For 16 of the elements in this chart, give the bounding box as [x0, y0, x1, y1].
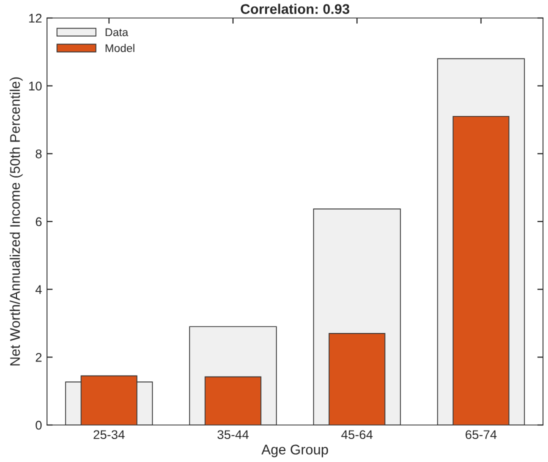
y-tick-label: 8: [36, 149, 42, 158]
x-tick-label: 45-64: [341, 430, 373, 440]
x-axis-title: Age Group: [261, 444, 328, 458]
x-tick-label: 35-44: [217, 430, 249, 440]
y-axis-title: Net Worth/Annualized Income (50th Percentile): [10, 77, 23, 366]
y-tick-label: 10: [29, 82, 42, 90]
legend-label: Model: [106, 44, 134, 52]
y-tick-label: 6: [36, 217, 42, 226]
y-tick-label: 2: [36, 352, 42, 362]
chart-title: Correlation: 0.93: [240, 4, 350, 14]
legend-label: Data: [106, 28, 128, 36]
x-tick-label: 25-34: [94, 430, 125, 440]
y-tick-label: 0: [36, 420, 42, 430]
y-tick-label: 12: [29, 14, 42, 23]
y-tick-label: 4: [35, 285, 42, 294]
x-tick-label: 65-74: [466, 430, 497, 440]
